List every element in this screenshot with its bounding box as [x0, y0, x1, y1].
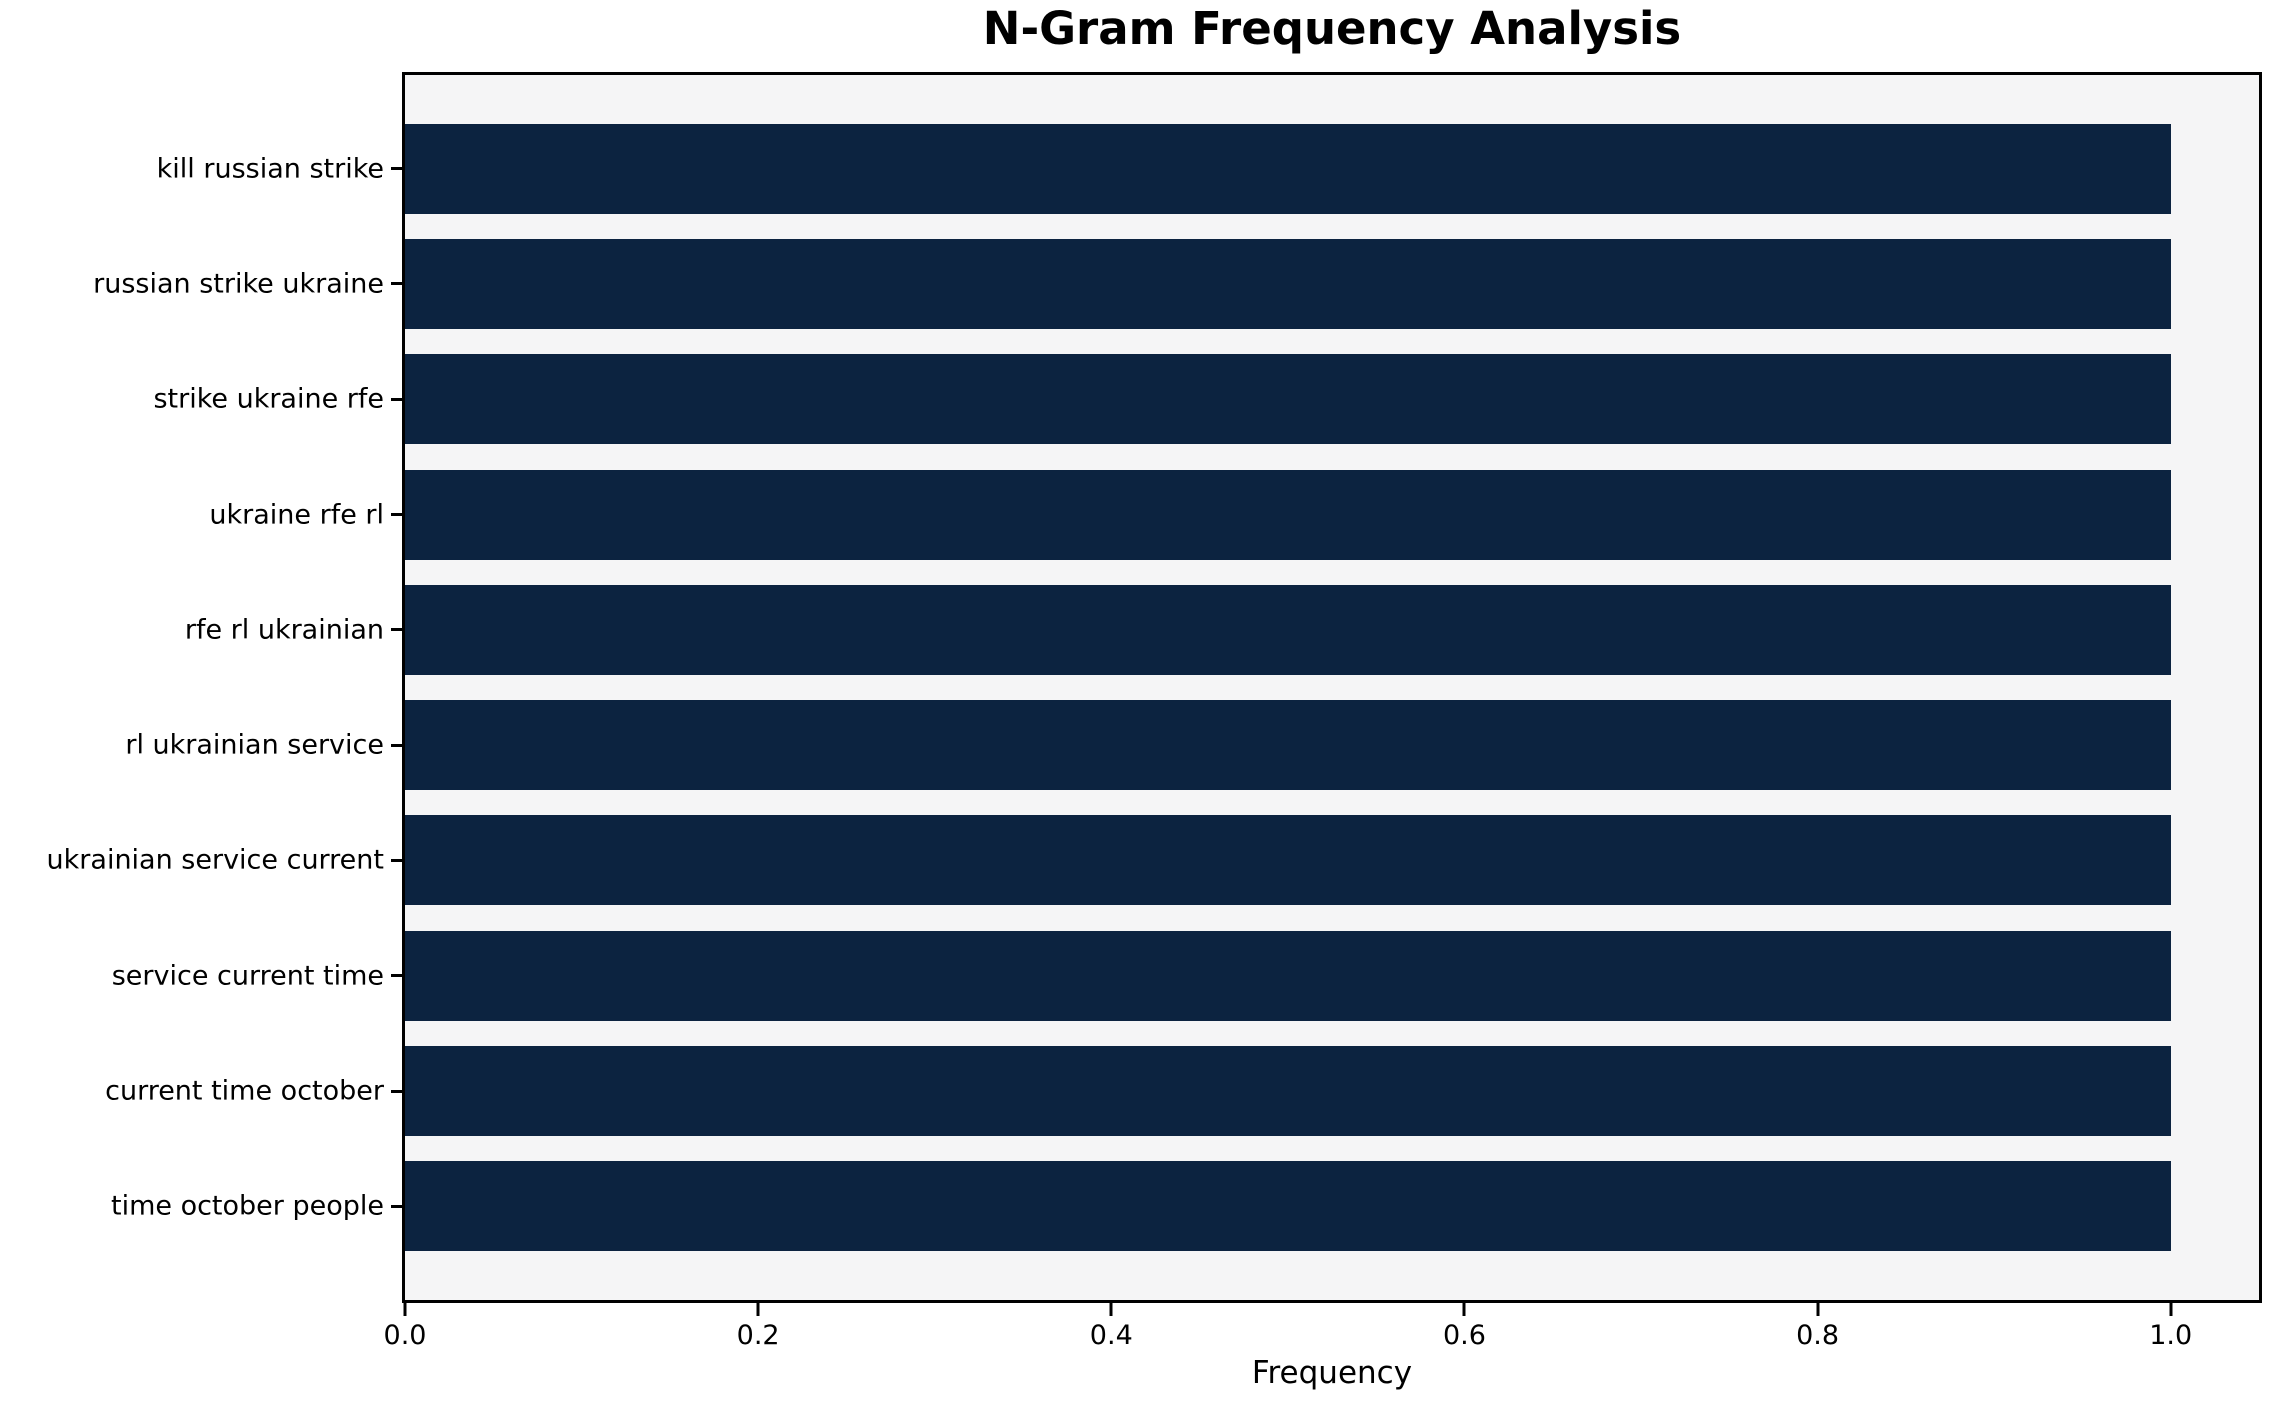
x-tick-label: 0.2	[736, 1320, 780, 1351]
y-tick-mark	[391, 167, 402, 171]
y-tick-label: kill russian strike	[156, 153, 384, 185]
x-tick-label: 1.0	[2149, 1320, 2193, 1351]
y-tick-label: current time october	[105, 1075, 384, 1107]
x-tick-label: 0.4	[1089, 1320, 1133, 1351]
bar-kill-russian-strike	[405, 123, 2171, 214]
y-tick-mark	[391, 282, 402, 286]
y-tick-mark	[391, 1089, 402, 1093]
bar-russian-strike-ukraine	[405, 238, 2171, 329]
y-tick-label: ukrainian service current	[46, 844, 384, 876]
bar-rl-ukrainian-service	[405, 700, 2171, 791]
bar-time-october-people	[405, 1161, 2171, 1252]
x-tick-mark	[1109, 1303, 1113, 1316]
y-tick-label: strike ukraine rfe	[153, 383, 384, 415]
x-tick-mark	[756, 1303, 760, 1316]
y-tick-mark	[391, 1204, 402, 1208]
y-tick-label: service current time	[111, 960, 384, 992]
x-axis-label: Frequency	[1251, 1355, 1413, 1391]
chart-title: N-Gram Frequency Analysis	[982, 2, 1682, 55]
x-tick-mark	[1816, 1303, 1820, 1316]
y-tick-label: ukraine rfe rl	[209, 499, 384, 531]
y-tick-mark	[391, 743, 402, 747]
plot-area	[402, 72, 2262, 1303]
y-tick-mark	[391, 628, 402, 632]
bar-strike-ukraine-rfe	[405, 354, 2171, 445]
y-tick-label: rl ukrainian service	[125, 729, 384, 761]
bar-rfe-rl-ukrainian	[405, 584, 2171, 675]
x-tick-label: 0.8	[1796, 1320, 1840, 1351]
x-tick-label: 0.0	[383, 1320, 427, 1351]
y-tick-mark	[391, 397, 402, 401]
x-tick-mark	[403, 1303, 407, 1316]
bar-current-time-october	[405, 1046, 2171, 1137]
x-tick-label: 0.6	[1442, 1320, 1486, 1351]
y-tick-mark	[391, 974, 402, 978]
y-tick-mark	[391, 858, 402, 862]
x-tick-mark	[1462, 1303, 1466, 1316]
y-tick-mark	[391, 513, 402, 517]
bar-service-current-time	[405, 930, 2171, 1021]
bar-ukrainian-service-current	[405, 815, 2171, 906]
bar-ukraine-rfe-rl	[405, 469, 2171, 560]
x-tick-mark	[2169, 1303, 2173, 1316]
y-tick-label: russian strike ukraine	[93, 268, 384, 300]
y-tick-label: rfe rl ukrainian	[184, 614, 384, 646]
y-tick-label: time october people	[110, 1190, 384, 1222]
